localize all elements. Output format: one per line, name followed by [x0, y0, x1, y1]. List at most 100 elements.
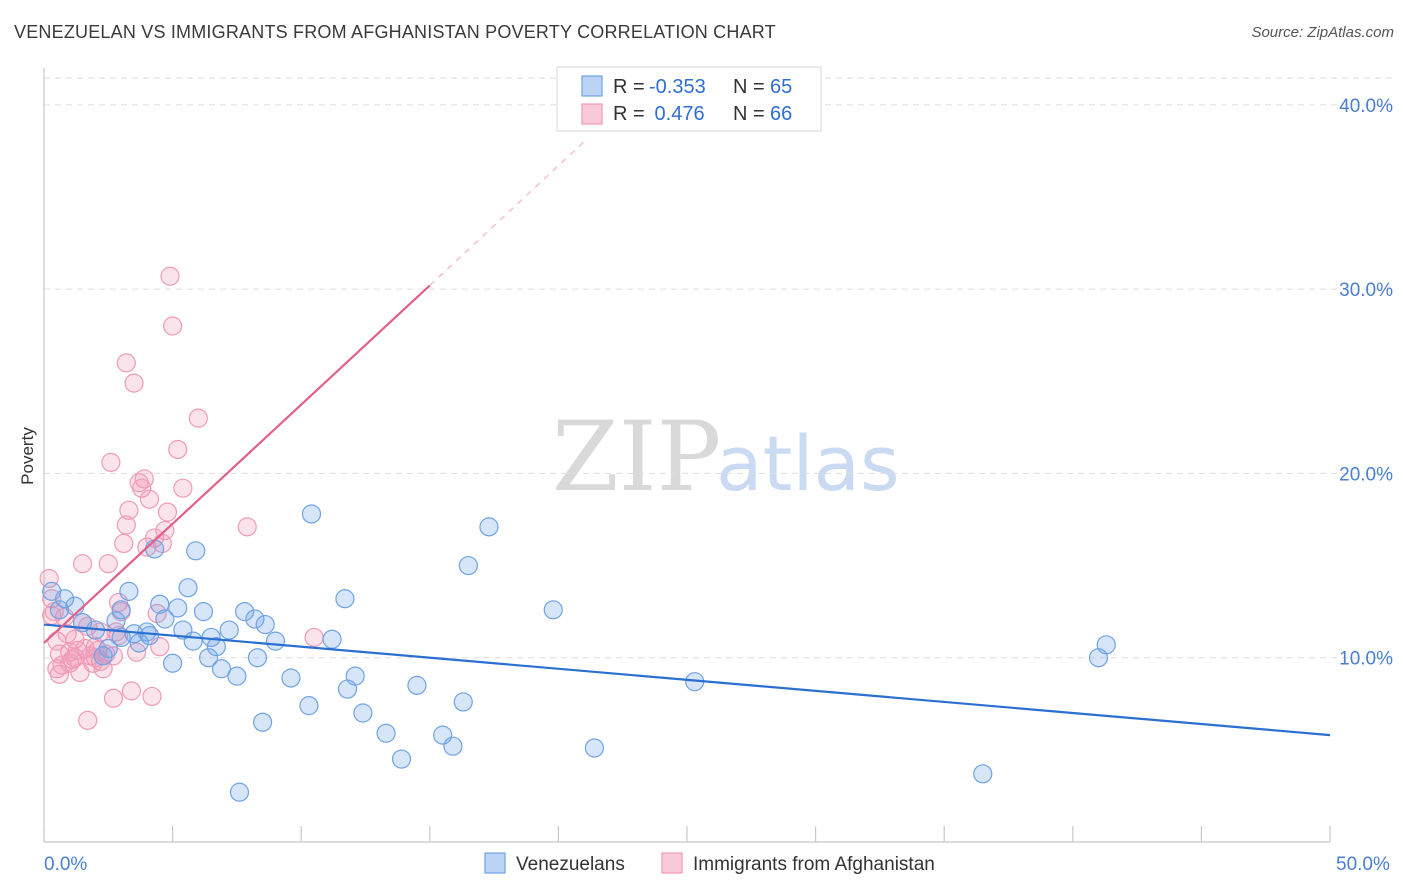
legend-swatch-blue — [581, 75, 603, 97]
y-tick-labels: 10.0% 20.0% 30.0% 40.0% — [1339, 96, 1393, 670]
legend-r-label-blue: R = — [613, 76, 645, 98]
venezuelan-point-47 — [376, 723, 396, 743]
venezuelan-point-23 — [183, 631, 203, 651]
afghan-point-64 — [65, 648, 85, 668]
afghan-point-26 — [103, 688, 124, 708]
x-tick-label-max: 50.0% — [1336, 854, 1390, 875]
venezuelan-point-34 — [245, 609, 265, 629]
venezuelan-point-17 — [150, 594, 170, 614]
afghan-point-47 — [157, 502, 178, 522]
venezuelan-point-31 — [227, 666, 247, 686]
y-tick-label-20: 20.0% — [1339, 464, 1393, 485]
afghan-point-33 — [121, 681, 142, 701]
venezuelan-point-11 — [119, 581, 139, 601]
venezuelan-point-43 — [335, 589, 355, 609]
afghan-point-14 — [72, 554, 93, 574]
watermark-zip: ZIP — [552, 401, 721, 513]
venezuelan-point-19 — [163, 653, 183, 673]
venezuelan-point-58 — [973, 764, 993, 784]
venezuelan-point-7 — [98, 638, 118, 659]
venezuelan-point-1 — [49, 600, 70, 620]
series-legend: Venezuelans Immigrants from Afghanistan — [484, 852, 935, 875]
legend-swatch-pink — [581, 103, 603, 125]
venezuelan-point-13 — [129, 633, 149, 653]
venezuelan-point-16 — [144, 539, 165, 559]
venezuelan-point-56 — [584, 738, 605, 758]
afghan-point-30 — [114, 533, 134, 554]
afghan-point-49 — [163, 316, 183, 336]
trend-line-afghanistan-extension — [429, 141, 585, 286]
afghan-point-58 — [60, 653, 80, 673]
y-tick-label-30: 30.0% — [1339, 280, 1393, 301]
afghan-point-40 — [139, 489, 160, 509]
venezuelan-point-15 — [139, 625, 160, 646]
trend-line-afghanistan — [43, 284, 431, 644]
afghan-point-53 — [237, 517, 257, 537]
grid-lines — [44, 77, 1392, 659]
chart-title: VENEZUELAN VS IMMIGRANTS FROM AFGHANISTA… — [14, 22, 776, 42]
venezuelan-point-30 — [219, 620, 239, 640]
venezuelan-point-9 — [111, 600, 131, 620]
venezuelan-point-3 — [65, 596, 85, 616]
venezuelan-point-24 — [186, 541, 206, 561]
venezuelan-point-33 — [235, 602, 255, 622]
venezuelan-point-40 — [299, 696, 319, 716]
venezuelan-point-38 — [265, 631, 286, 651]
series-venezuelans — [42, 504, 1116, 802]
watermark-atlas: atlas — [716, 419, 900, 508]
afghan-point-48 — [160, 266, 180, 286]
afghan-point-55 — [116, 353, 136, 373]
afghan-point-34 — [124, 373, 144, 393]
source-label: Source: ZipAtlas.com — [1251, 24, 1394, 41]
venezuelan-point-10 — [111, 627, 131, 648]
trend-lines — [43, 141, 1331, 737]
afghan-point-52 — [188, 408, 208, 428]
afghan-point-51 — [173, 478, 193, 498]
venezuelan-point-35 — [247, 648, 268, 668]
legend-n-value-pink: 66 — [770, 103, 792, 125]
correlation-legend: R = -0.353 N = 65 R = 0.476 N = 66 — [556, 66, 822, 132]
bottom-legend-label-venezuelans: Venezuelans — [516, 854, 625, 875]
afghan-point-32 — [119, 500, 139, 520]
bottom-legend-label-afghanistan: Immigrants from Afghanistan — [693, 854, 935, 875]
venezuelan-point-37 — [255, 614, 275, 635]
x-tick-marks — [43, 826, 1331, 842]
venezuelan-point-53 — [458, 555, 478, 576]
venezuelan-point-49 — [407, 675, 427, 695]
bottom-legend-swatch-blue — [484, 852, 506, 874]
legend-n-value-blue: 65 — [770, 76, 792, 98]
venezuelan-point-39 — [281, 668, 301, 688]
legend-n-label-pink: N = — [733, 103, 765, 125]
afghan-point-31 — [116, 515, 136, 535]
y-axis-label: Poverty — [18, 427, 37, 485]
afghan-point-24 — [98, 554, 118, 574]
afghan-point-38 — [134, 469, 154, 489]
venezuelan-point-42 — [322, 629, 342, 649]
trend-line-venezuelans — [43, 623, 1331, 737]
legend-r-value-pink: 0.476 — [649, 103, 705, 125]
y-tick-label-40: 40.0% — [1339, 96, 1393, 117]
legend-r-value-blue: -0.353 — [649, 76, 706, 98]
venezuelan-point-41 — [301, 504, 322, 524]
venezuelan-point-45 — [345, 666, 365, 686]
venezuelan-point-20 — [168, 598, 188, 618]
bottom-legend-swatch-pink — [661, 852, 683, 874]
venezuelan-point-52 — [453, 692, 473, 712]
afghan-point-50 — [168, 439, 188, 460]
venezuelan-point-32 — [229, 782, 250, 802]
afghan-point-56 — [78, 710, 98, 730]
legend-r-label-pink: R = — [613, 103, 645, 125]
venezuelan-point-22 — [178, 578, 198, 598]
venezuelan-point-55 — [543, 600, 563, 620]
venezuelan-point-46 — [353, 703, 373, 723]
venezuelan-point-29 — [211, 659, 232, 679]
venezuelan-point-18 — [155, 609, 175, 629]
venezuelan-point-36 — [253, 712, 273, 732]
venezuelan-point-28 — [206, 637, 226, 657]
venezuelan-point-2 — [54, 589, 75, 609]
venezuelan-point-26 — [199, 648, 219, 668]
y-tick-label-10: 10.0% — [1339, 649, 1393, 670]
afghan-point-41 — [142, 686, 162, 707]
legend-n-label-blue: N = — [733, 76, 765, 98]
